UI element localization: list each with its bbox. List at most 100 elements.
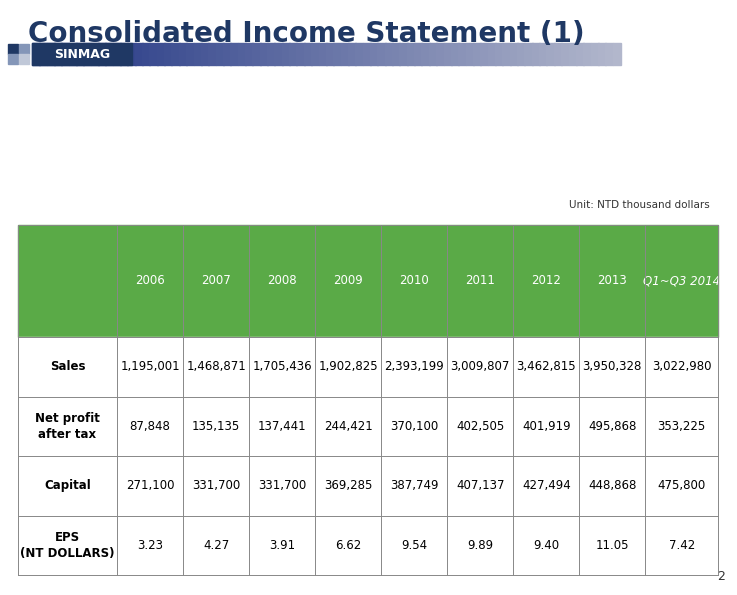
Text: 401,919: 401,919 (522, 419, 570, 433)
Bar (19, 43, 29, 54)
Text: 407,137: 407,137 (456, 479, 505, 492)
Bar (458, 43, 467, 65)
Bar (568, 43, 576, 65)
Bar (399, 43, 408, 65)
Bar (590, 43, 598, 65)
Bar (19, 54, 29, 64)
Text: 1,468,871: 1,468,871 (186, 360, 246, 373)
Bar (201, 43, 209, 65)
Bar (223, 43, 231, 65)
Text: Capital: Capital (44, 479, 91, 492)
Bar (333, 43, 341, 65)
Bar (245, 43, 254, 65)
Bar (209, 43, 217, 65)
Bar (510, 43, 518, 65)
Bar (105, 43, 113, 65)
Bar (605, 43, 613, 65)
Bar (179, 43, 187, 65)
Bar (392, 43, 400, 65)
Bar (267, 43, 275, 65)
Bar (355, 43, 363, 65)
Text: 2013: 2013 (598, 274, 627, 287)
Bar (54, 43, 62, 65)
Bar (481, 43, 489, 65)
Bar (194, 43, 202, 65)
Text: Consolidated Income Statement (1): Consolidated Income Statement (1) (28, 20, 584, 48)
Bar (304, 43, 312, 65)
Bar (414, 43, 422, 65)
Bar (216, 43, 224, 65)
Text: 3.23: 3.23 (137, 538, 163, 552)
Text: 3.91: 3.91 (269, 538, 296, 552)
Text: 448,868: 448,868 (588, 479, 637, 492)
Bar (8, 54, 18, 64)
Bar (120, 43, 128, 65)
Bar (289, 43, 297, 65)
Bar (377, 43, 385, 65)
Text: 271,100: 271,100 (126, 479, 175, 492)
Text: 1,705,436: 1,705,436 (252, 360, 312, 373)
Bar (252, 43, 260, 65)
Bar (473, 43, 481, 65)
Bar (142, 43, 150, 65)
Text: 87,848: 87,848 (130, 419, 170, 433)
Bar (407, 43, 415, 65)
Bar (32, 43, 40, 65)
Text: SINMAG: SINMAG (54, 48, 110, 61)
Bar (583, 43, 591, 65)
Bar (576, 43, 584, 65)
Bar (488, 43, 496, 65)
Bar (18, 396, 718, 456)
Bar (539, 43, 548, 65)
Bar (8, 43, 18, 54)
Text: 6.62: 6.62 (335, 538, 361, 552)
Bar (532, 43, 540, 65)
Bar (282, 43, 290, 65)
Text: 2010: 2010 (399, 274, 429, 287)
Text: 11.05: 11.05 (595, 538, 629, 552)
Bar (340, 43, 349, 65)
Text: Sales: Sales (50, 360, 85, 373)
Text: EPS
(NT DOLLARS): EPS (NT DOLLARS) (21, 531, 115, 560)
Text: 3,009,807: 3,009,807 (450, 360, 510, 373)
Text: 9.54: 9.54 (401, 538, 427, 552)
Text: 3,950,328: 3,950,328 (583, 360, 642, 373)
Bar (18, 337, 718, 396)
Text: 369,285: 369,285 (324, 479, 372, 492)
Bar (385, 43, 393, 65)
Text: 353,225: 353,225 (657, 419, 706, 433)
Text: 137,441: 137,441 (258, 419, 307, 433)
Bar (326, 43, 334, 65)
Bar (296, 43, 304, 65)
Text: 2011: 2011 (465, 274, 495, 287)
Text: 135,135: 135,135 (192, 419, 240, 433)
Text: 495,868: 495,868 (588, 419, 637, 433)
Bar (76, 43, 84, 65)
Text: Unit: NTD thousand dollars: Unit: NTD thousand dollars (569, 200, 710, 210)
Bar (318, 43, 326, 65)
Text: 9.89: 9.89 (467, 538, 493, 552)
Bar (18, 225, 718, 337)
Bar (598, 43, 606, 65)
Bar (259, 43, 268, 65)
Bar (503, 43, 511, 65)
Bar (18, 456, 718, 515)
Text: 475,800: 475,800 (657, 479, 706, 492)
Bar (466, 43, 474, 65)
Text: 402,505: 402,505 (456, 419, 504, 433)
Bar (370, 43, 378, 65)
Bar (517, 43, 525, 65)
Bar (91, 43, 99, 65)
Bar (39, 43, 47, 65)
Bar (311, 43, 319, 65)
Text: 370,100: 370,100 (390, 419, 439, 433)
Bar (429, 43, 437, 65)
Bar (444, 43, 452, 65)
Text: 331,700: 331,700 (192, 479, 240, 492)
Bar (274, 43, 282, 65)
Bar (495, 43, 503, 65)
Text: Q1~Q3 2014: Q1~Q3 2014 (643, 274, 720, 287)
Bar (157, 43, 165, 65)
Bar (172, 43, 180, 65)
Bar (164, 43, 172, 65)
